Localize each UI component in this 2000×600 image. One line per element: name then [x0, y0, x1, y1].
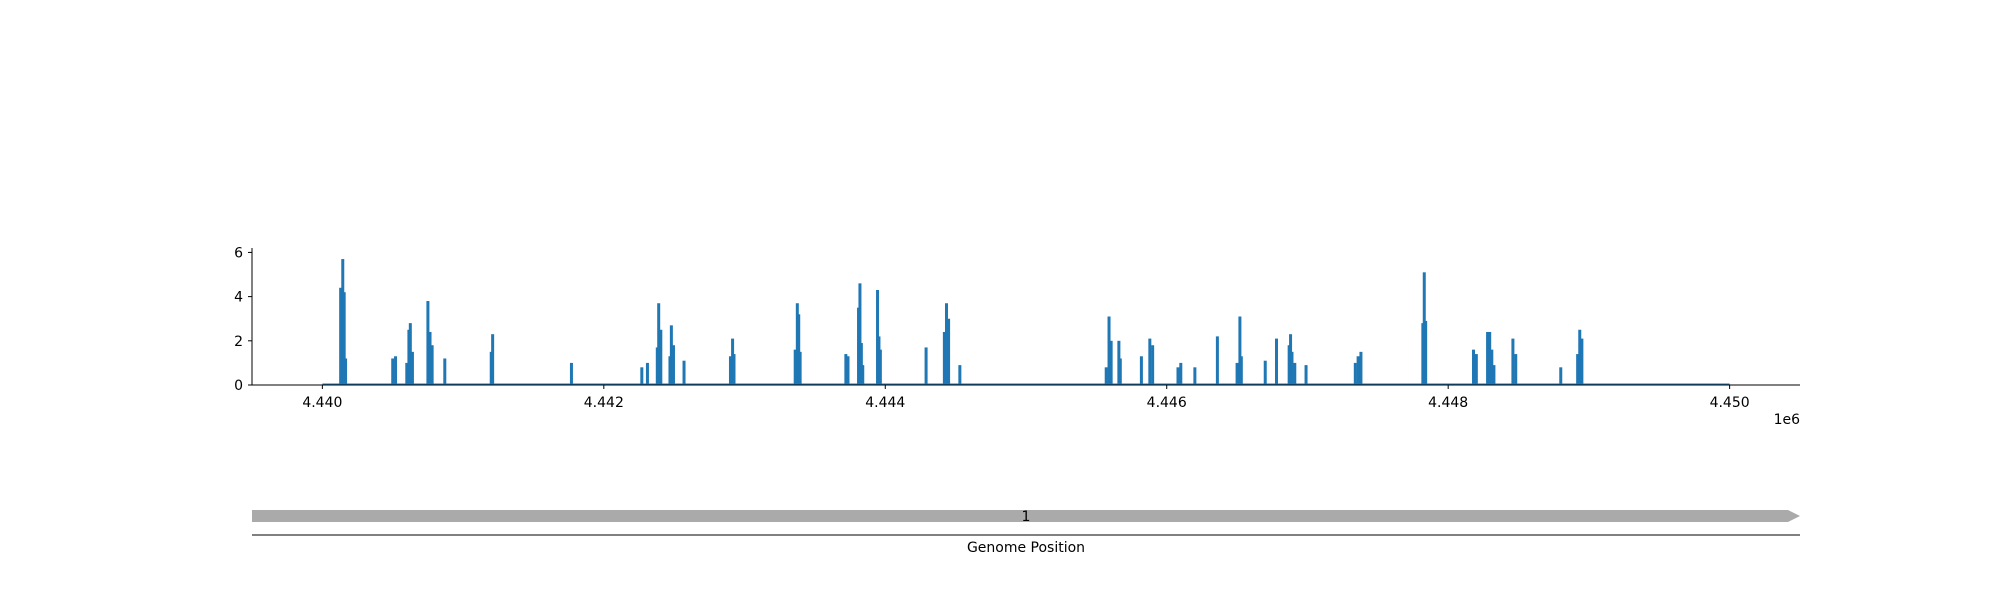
x-tick-label: 4.446 — [1147, 395, 1187, 411]
coverage-bar — [1511, 338, 1515, 385]
coverage-bar — [858, 283, 862, 385]
coverage-bar — [1176, 367, 1180, 385]
segment-label: 1 — [1022, 509, 1031, 525]
x-axis-offset-label: 1e6 — [1774, 412, 1801, 428]
coverage-bar — [1514, 354, 1518, 385]
y-tick-label: 0 — [234, 378, 243, 394]
coverage-bar — [569, 362, 573, 385]
x-axis-ticks: 4.440 4.442 4.444 4.446 4.448 4.450 — [302, 385, 1750, 411]
coverage-bar — [344, 358, 348, 385]
coverage-bar — [1474, 354, 1478, 385]
coverage-bar — [1490, 349, 1494, 385]
coverage-bar — [1239, 356, 1243, 385]
coverage-bar — [1215, 336, 1219, 385]
coverage-bar — [942, 331, 946, 385]
coverage-bar — [958, 365, 962, 385]
coverage-bar — [797, 314, 801, 385]
coverage-bar — [944, 303, 948, 385]
coverage-bar — [408, 323, 412, 385]
coverage-bar — [732, 354, 736, 385]
coverage-bar — [1179, 362, 1183, 385]
coverage-bar — [1193, 367, 1197, 385]
x-tick-label: 4.442 — [584, 395, 624, 411]
coverage-bar — [1424, 320, 1428, 385]
coverage-bar — [947, 318, 951, 385]
coverage-bar — [443, 358, 447, 385]
coverage-bar — [391, 358, 395, 385]
coverage-bar — [793, 349, 797, 385]
coverage-bar — [430, 345, 434, 385]
coverage-bar — [1353, 362, 1357, 385]
x-axis-title: Genome Position — [967, 540, 1085, 556]
coverage-bar — [1486, 331, 1490, 385]
coverage-bar — [861, 365, 865, 385]
y-tick-label: 2 — [234, 334, 243, 350]
coverage-bar — [798, 351, 802, 385]
coverage-bar — [682, 360, 686, 385]
coverage-bar — [1235, 362, 1239, 385]
coverage-bar — [1107, 316, 1111, 385]
coverage-bar — [410, 351, 414, 385]
coverage-bar — [1492, 365, 1496, 385]
segment-arrows: 1 — [252, 509, 1800, 525]
coverage-bar — [1472, 349, 1476, 385]
coverage-bar — [924, 347, 928, 385]
coverage-bar — [1359, 351, 1363, 385]
coverage-bar — [1139, 356, 1143, 385]
coverage-bar — [859, 343, 863, 385]
coverage-bar — [659, 329, 663, 385]
coverage-bar — [657, 303, 661, 385]
coverage-bar — [878, 349, 882, 385]
x-tick-label: 4.440 — [302, 395, 342, 411]
coverage-bar — [1263, 360, 1267, 385]
coverage-bar — [1118, 358, 1122, 385]
coverage-bar — [640, 367, 644, 385]
coverage-bar — [1356, 356, 1360, 385]
coverage-bar — [728, 356, 732, 385]
coverage-bar — [1488, 331, 1492, 385]
coverage-bar — [1304, 365, 1308, 385]
coverage-bar — [1151, 345, 1155, 385]
y-tick-label: 6 — [234, 245, 243, 261]
coverage-bar — [645, 362, 649, 385]
coverage-bar — [1104, 367, 1108, 385]
coverage-bar — [339, 287, 343, 385]
x-tick-label: 4.444 — [865, 395, 905, 411]
coverage-bar — [394, 356, 398, 385]
y-tick-label: 4 — [234, 290, 243, 306]
coverage-bar — [1559, 367, 1563, 385]
segment-arrow — [252, 510, 1800, 522]
coverage-bars — [339, 259, 1584, 385]
coverage-bar — [1293, 362, 1297, 385]
x-tick-label: 4.450 — [1710, 395, 1750, 411]
segment-track: 1 Genome Position — [252, 509, 1800, 556]
coverage-bar — [671, 345, 675, 385]
coverage-bar — [342, 292, 346, 385]
coverage-bar — [426, 301, 430, 385]
coverage-bar — [844, 354, 848, 385]
coverage-bar — [428, 331, 432, 385]
coverage-bar — [1109, 340, 1113, 385]
coverage-bar — [1290, 351, 1294, 385]
coverage-bar — [1578, 329, 1582, 385]
coverage-bar — [846, 356, 850, 385]
coverage-bar — [405, 362, 409, 385]
coverage-bar — [491, 334, 495, 385]
coverage-bar — [1580, 338, 1584, 385]
coverage-bar — [1576, 354, 1580, 385]
x-tick-label: 4.448 — [1428, 395, 1468, 411]
y-axis-ticks: 0 2 4 6 — [234, 245, 252, 394]
coverage-bar — [669, 325, 673, 385]
coverage-plot: 0 2 4 6 4.440 4.442 4.444 4.446 4.448 4.450 1e6 — [234, 245, 1800, 428]
coverage-bar — [1274, 338, 1278, 385]
coverage-bar — [1238, 316, 1242, 385]
coverage-bar — [1148, 338, 1152, 385]
